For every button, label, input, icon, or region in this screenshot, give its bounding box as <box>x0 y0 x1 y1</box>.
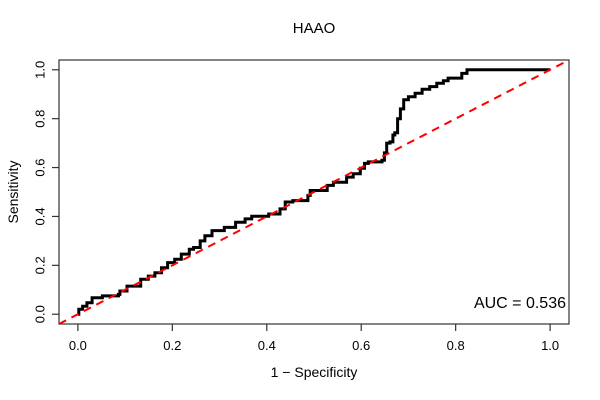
y-tick-label: 1.0 <box>33 61 48 79</box>
chart-title: HAAO <box>292 20 336 37</box>
x-tick-label: 0.4 <box>258 338 276 353</box>
y-tick-label: 0.4 <box>33 207 48 225</box>
roc-curve-line <box>77 68 551 316</box>
y-tick-label: 0.6 <box>33 159 48 177</box>
x-tick-label: 0.2 <box>163 338 181 353</box>
diagonal-reference-line <box>58 59 570 325</box>
y-tick-label: 0.2 <box>33 256 48 274</box>
x-tick-label: 0.8 <box>447 338 465 353</box>
x-tick-label: 0.0 <box>69 338 87 353</box>
y-tick-label: 0.8 <box>33 110 48 128</box>
x-tick-label: 0.6 <box>352 338 370 353</box>
x-axis-label: 1 − Specificity <box>270 364 358 380</box>
y-axis-label: Sensitivity <box>5 160 21 224</box>
plot-box <box>58 59 570 325</box>
y-tick-label: 0.0 <box>33 305 48 323</box>
x-tick-label: 1.0 <box>541 338 559 353</box>
auc-annotation: AUC = 0.536 <box>473 295 566 312</box>
